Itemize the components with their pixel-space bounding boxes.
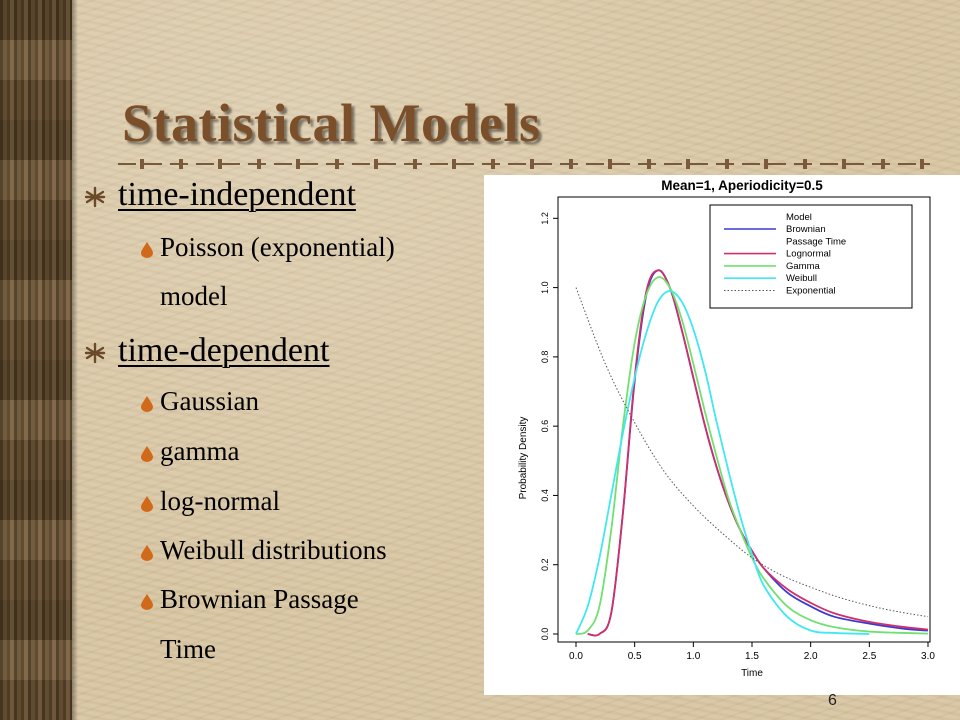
divider-mark	[920, 159, 924, 169]
sub-bullet-continuation: Time	[160, 634, 217, 664]
y-tick-label: 0.4	[540, 489, 550, 502]
sub-bullet-label: log-normal	[160, 486, 280, 516]
divider-mark	[881, 159, 885, 169]
slide-title: Statistical Models	[122, 93, 541, 153]
legend-entry: Brownian	[786, 224, 826, 235]
y-tick-label: 0.8	[540, 351, 550, 364]
series-line-gamma	[575, 276, 929, 635]
divider-mark	[842, 159, 846, 169]
bullet-label: time-independent	[118, 176, 356, 213]
series-line-exponential	[575, 287, 929, 618]
divider-mark	[647, 159, 651, 169]
sub-bullet-brownian: Brownian Passage	[140, 584, 359, 615]
divider-mark	[335, 159, 339, 169]
sub-bullet-label: Brownian Passage	[160, 584, 359, 614]
drop-bullet-icon	[141, 242, 153, 258]
legend-entry: Weibull	[786, 273, 817, 284]
sub-bullet-label: Weibull distributions	[160, 535, 387, 565]
x-tick-label: 2.5	[862, 651, 876, 662]
sub-bullet-label: Poisson (exponential)	[160, 232, 395, 262]
chart-panel: Mean=1, Aperiodicity=0.5 0.0 0.5 1.0 1.5 2.0…	[484, 175, 960, 695]
sub-bullet-gaussian: Gaussian	[140, 386, 259, 417]
x-tick-label: 3.0	[921, 651, 935, 662]
legend-entry: Passage Time	[786, 236, 846, 247]
legend-entry: Lognormal	[786, 249, 831, 260]
drop-bullet-icon	[141, 545, 153, 561]
drop-bullet-icon	[141, 396, 153, 412]
divider-mark	[374, 159, 378, 169]
chart-title: Mean=1, Aperiodicity=0.5	[661, 178, 823, 193]
divider-mark	[413, 159, 417, 169]
x-tick-label: 0.5	[628, 651, 642, 662]
divider-mark	[218, 159, 222, 169]
y-axis-label: Probability Density	[518, 417, 529, 500]
divider-mark	[296, 159, 300, 169]
wood-border	[0, 0, 72, 720]
x-tick-label: 2.0	[804, 651, 818, 662]
divider-mark	[764, 159, 768, 169]
sub-bullet-poisson: Poisson (exponential)	[140, 232, 395, 263]
bullet-time-dependent: time-dependent	[84, 332, 330, 370]
divider-mark	[725, 159, 729, 169]
y-tick-label: 1.0	[540, 281, 550, 294]
divider-mark	[569, 159, 573, 169]
sub-bullet-gamma: gamma	[140, 436, 239, 467]
divider-mark	[530, 159, 534, 169]
x-tick-label: 1.0	[686, 651, 700, 662]
x-tick-label: 0.0	[569, 651, 583, 662]
asterisk-bullet-icon	[84, 342, 106, 364]
drop-bullet-icon	[141, 496, 153, 512]
title-divider	[118, 159, 930, 169]
legend-entry: Exponential	[786, 286, 836, 297]
divider-mark	[179, 159, 183, 169]
divider-mark	[257, 159, 261, 169]
sub-bullet-weibull: Weibull distributions	[140, 535, 387, 566]
legend-entry: Gamma	[786, 261, 821, 272]
divider-mark	[452, 159, 456, 169]
plot-frame	[557, 196, 931, 643]
divider-mark	[608, 159, 612, 169]
sub-bullet-lognormal: log-normal	[140, 486, 280, 517]
series-line-weibull	[575, 290, 870, 635]
y-tick-label: 0.0	[540, 628, 550, 641]
legend-box	[709, 204, 913, 309]
density-chart: Mean=1, Aperiodicity=0.5 0.0 0.5 1.0 1.5 2.0…	[518, 178, 935, 679]
bullet-time-independent: time-independent	[84, 176, 356, 214]
y-tick-label: 0.2	[540, 558, 550, 571]
x-tick-label: 1.5	[745, 651, 759, 662]
drop-bullet-icon	[141, 446, 153, 462]
y-tick-label: 0.6	[540, 420, 550, 433]
divider-mark	[686, 159, 690, 169]
series-line-lognormal	[587, 269, 929, 637]
page-number: 6	[828, 692, 837, 709]
sub-bullet-label: Gaussian	[160, 386, 259, 416]
asterisk-bullet-icon	[84, 186, 106, 208]
drop-bullet-icon	[141, 594, 153, 610]
divider-mark	[140, 159, 144, 169]
y-tick-label: 1.2	[540, 212, 550, 225]
legend-title: Model	[786, 212, 812, 223]
bullet-label: time-dependent	[118, 332, 330, 369]
divider-mark	[803, 159, 807, 169]
divider-mark	[491, 159, 495, 169]
wood-border-shadow	[72, 0, 78, 720]
sub-bullet-label: gamma	[160, 436, 240, 466]
sub-bullet-continuation: model	[160, 281, 228, 311]
x-axis-label: Time	[741, 668, 763, 679]
